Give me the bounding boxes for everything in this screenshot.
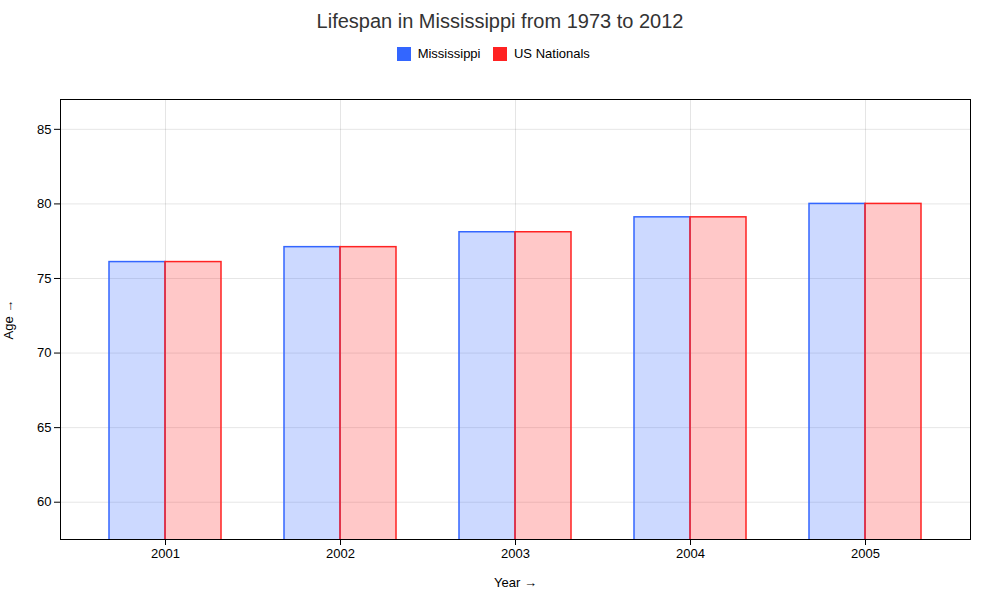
html-text:Lifespan in Mississippi from 1: Lifespan in Mississippi from 1973 to 201…: [316, 10, 684, 32]
svg-text:2002: 2002: [326, 545, 355, 560]
svg-text:Age →: Age →: [1, 299, 16, 339]
svg-text:2003: 2003: [501, 545, 530, 560]
svg-text:70: 70: [37, 345, 51, 360]
svg-text:75: 75: [37, 270, 51, 285]
svg-text:60: 60: [37, 494, 51, 509]
svg-text:2004: 2004: [676, 545, 705, 560]
html-text:Mississippi: Mississippi: [417, 46, 481, 61]
svg-text:80: 80: [37, 196, 51, 211]
svg-text:85: 85: [37, 121, 51, 136]
svg-text:Year →: Year →: [494, 574, 537, 589]
svg-text:65: 65: [37, 419, 51, 434]
svg-text:2001: 2001: [151, 545, 180, 560]
svg-text:2005: 2005: [851, 545, 880, 560]
html-text:US Nationals: US Nationals: [514, 46, 590, 61]
